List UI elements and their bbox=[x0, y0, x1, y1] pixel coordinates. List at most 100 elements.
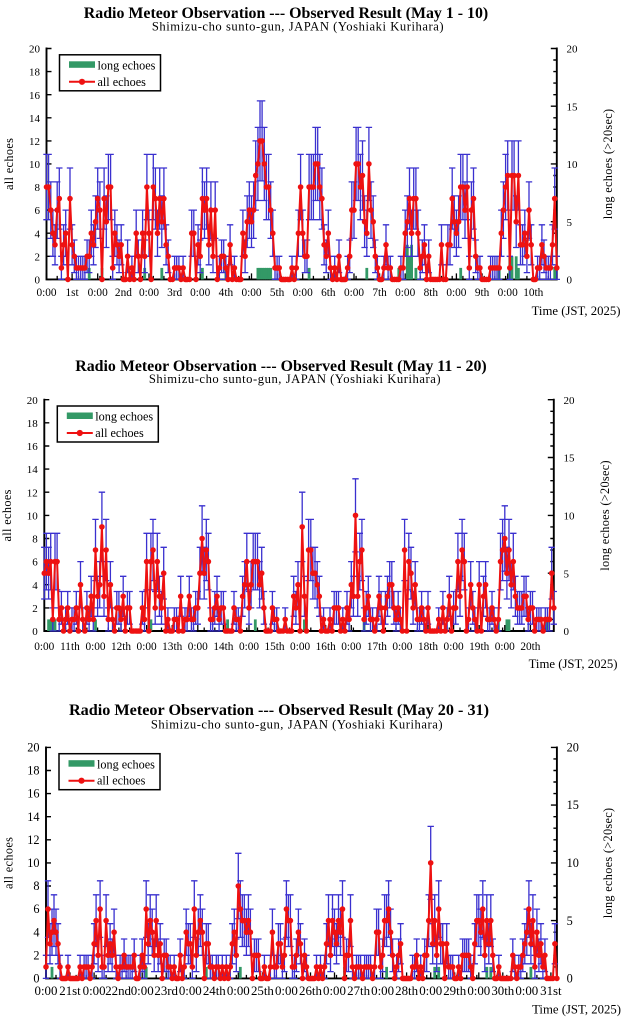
svg-text:4: 4 bbox=[32, 580, 38, 592]
svg-text:18: 18 bbox=[27, 418, 39, 430]
svg-text:26th: 26th bbox=[299, 984, 322, 998]
svg-text:2: 2 bbox=[33, 948, 39, 962]
svg-text:15: 15 bbox=[564, 453, 576, 465]
svg-text:all echoes: all echoes bbox=[97, 774, 146, 788]
svg-text:0:00: 0:00 bbox=[34, 641, 54, 653]
svg-text:24th: 24th bbox=[203, 984, 226, 998]
svg-text:0:00: 0:00 bbox=[515, 984, 538, 998]
svg-text:8: 8 bbox=[32, 534, 38, 546]
svg-text:0:00: 0:00 bbox=[467, 984, 490, 998]
svg-text:5: 5 bbox=[567, 217, 573, 229]
svg-text:0:00: 0:00 bbox=[83, 984, 106, 998]
svg-text:22nd: 22nd bbox=[105, 984, 131, 998]
svg-text:13th: 13th bbox=[162, 641, 182, 653]
svg-text:14: 14 bbox=[29, 113, 41, 125]
svg-text:10th: 10th bbox=[523, 287, 543, 299]
svg-text:20: 20 bbox=[29, 44, 41, 56]
svg-text:Time (JST, 2025): Time (JST, 2025) bbox=[529, 657, 618, 671]
svg-text:2: 2 bbox=[35, 251, 41, 263]
svg-text:6: 6 bbox=[35, 205, 41, 217]
svg-text:all echoes: all echoes bbox=[0, 489, 14, 541]
svg-text:10: 10 bbox=[27, 856, 39, 870]
svg-text:0:00: 0:00 bbox=[290, 641, 310, 653]
svg-text:0:00: 0:00 bbox=[395, 287, 415, 299]
svg-text:0:00: 0:00 bbox=[179, 984, 202, 998]
svg-text:0:00: 0:00 bbox=[227, 984, 250, 998]
svg-text:29th: 29th bbox=[443, 984, 466, 998]
svg-text:all echoes: all echoes bbox=[95, 426, 144, 440]
svg-text:15: 15 bbox=[567, 798, 579, 812]
svg-text:9th: 9th bbox=[475, 287, 490, 299]
svg-text:1st: 1st bbox=[66, 287, 80, 299]
svg-text:0:00: 0:00 bbox=[444, 641, 464, 653]
svg-text:18: 18 bbox=[29, 67, 41, 79]
svg-text:17th: 17th bbox=[367, 641, 387, 653]
svg-text:21st: 21st bbox=[59, 984, 81, 998]
svg-text:20: 20 bbox=[567, 741, 579, 755]
svg-text:0: 0 bbox=[564, 626, 570, 638]
svg-text:15th: 15th bbox=[264, 641, 284, 653]
svg-text:31st: 31st bbox=[540, 984, 562, 998]
svg-text:long echoes: long echoes bbox=[97, 757, 155, 771]
svg-text:all echoes: all echoes bbox=[98, 75, 147, 89]
svg-text:0:00: 0:00 bbox=[188, 641, 208, 653]
svg-text:28th: 28th bbox=[395, 984, 418, 998]
svg-text:6th: 6th bbox=[321, 287, 336, 299]
svg-text:18: 18 bbox=[27, 764, 39, 778]
svg-text:19th: 19th bbox=[469, 641, 489, 653]
svg-text:20: 20 bbox=[567, 44, 579, 56]
svg-text:14th: 14th bbox=[213, 641, 233, 653]
svg-text:all echoes: all echoes bbox=[2, 138, 16, 190]
svg-text:6: 6 bbox=[32, 557, 38, 569]
svg-text:16: 16 bbox=[29, 90, 41, 102]
svg-text:Time (JST, 2025): Time (JST, 2025) bbox=[532, 1003, 621, 1017]
svg-text:4th: 4th bbox=[219, 287, 234, 299]
svg-text:15: 15 bbox=[567, 101, 579, 113]
svg-text:Shimizu-cho sunto-gun, JAPAN (: Shimizu-cho sunto-gun, JAPAN (Yoshiaki K… bbox=[152, 20, 444, 34]
svg-text:0:00: 0:00 bbox=[88, 287, 108, 299]
svg-text:0:00: 0:00 bbox=[323, 984, 346, 998]
svg-text:Shimizu-cho sunto-gun, JAPAN (: Shimizu-cho sunto-gun, JAPAN (Yoshiaki K… bbox=[151, 718, 443, 732]
svg-text:12: 12 bbox=[27, 833, 39, 847]
svg-text:16th: 16th bbox=[316, 641, 336, 653]
svg-text:10: 10 bbox=[567, 159, 579, 171]
svg-text:12: 12 bbox=[29, 136, 40, 148]
svg-text:0:00: 0:00 bbox=[131, 984, 154, 998]
svg-text:0:00: 0:00 bbox=[446, 287, 466, 299]
svg-text:6: 6 bbox=[33, 902, 39, 916]
svg-text:4: 4 bbox=[33, 925, 39, 939]
svg-text:0:00: 0:00 bbox=[419, 984, 442, 998]
svg-text:11th: 11th bbox=[60, 641, 80, 653]
svg-text:Time (JST, 2025): Time (JST, 2025) bbox=[532, 304, 621, 318]
svg-text:0:00: 0:00 bbox=[371, 984, 394, 998]
svg-text:20: 20 bbox=[564, 395, 576, 407]
svg-text:0:00: 0:00 bbox=[85, 641, 105, 653]
svg-text:8: 8 bbox=[35, 182, 41, 194]
svg-text:0:00: 0:00 bbox=[495, 641, 515, 653]
svg-text:27th: 27th bbox=[347, 984, 370, 998]
svg-text:0:00: 0:00 bbox=[293, 287, 313, 299]
svg-text:20: 20 bbox=[27, 395, 39, 407]
svg-text:all echoes: all echoes bbox=[2, 837, 16, 889]
svg-text:long echoes (>20sec): long echoes (>20sec) bbox=[601, 808, 615, 919]
svg-text:14: 14 bbox=[27, 464, 39, 476]
svg-text:long echoes: long echoes bbox=[98, 59, 156, 73]
svg-text:0:00: 0:00 bbox=[239, 641, 259, 653]
svg-text:18th: 18th bbox=[418, 641, 438, 653]
svg-text:7th: 7th bbox=[372, 287, 387, 299]
svg-text:0:00: 0:00 bbox=[137, 641, 157, 653]
svg-text:10: 10 bbox=[27, 511, 39, 523]
svg-text:0:00: 0:00 bbox=[392, 641, 412, 653]
svg-text:0: 0 bbox=[567, 275, 573, 287]
svg-text:long echoes: long echoes bbox=[95, 410, 153, 424]
svg-text:Radio Meteor Observation --- O: Radio Meteor Observation --- Observed Re… bbox=[69, 701, 489, 719]
svg-text:0:00: 0:00 bbox=[498, 287, 518, 299]
svg-text:16: 16 bbox=[27, 787, 39, 801]
svg-text:0: 0 bbox=[32, 626, 38, 638]
svg-text:Radio Meteor Observation --- O: Radio Meteor Observation --- Observed Re… bbox=[75, 358, 486, 375]
svg-text:23rd: 23rd bbox=[154, 984, 178, 998]
svg-text:5: 5 bbox=[564, 568, 570, 580]
svg-text:20th: 20th bbox=[520, 641, 540, 653]
svg-text:14: 14 bbox=[27, 810, 39, 824]
svg-text:10: 10 bbox=[564, 511, 576, 523]
